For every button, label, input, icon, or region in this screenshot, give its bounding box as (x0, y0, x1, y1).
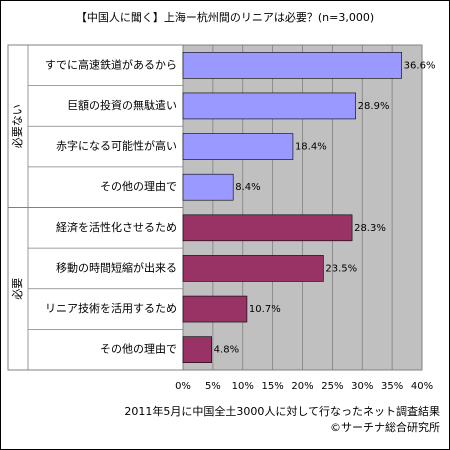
x-tick-label: 20% (291, 381, 313, 392)
value-label: 10.7% (249, 304, 281, 315)
group-label: 必要 (11, 278, 24, 300)
bar (182, 255, 324, 282)
value-label: 18.4% (295, 142, 327, 153)
x-tick-label: 10% (232, 381, 254, 392)
category-label: すでに高速鉄道があるから (45, 57, 177, 71)
bar (182, 214, 353, 242)
x-tick-label: 25% (321, 381, 343, 392)
x-tick-label: 40% (411, 381, 433, 392)
category-label: その他の理由で (100, 179, 177, 193)
category-label: 経済を活性化させるため (56, 220, 177, 234)
bar (182, 92, 356, 120)
note: 2011年5月に中国全土3000人に対して行なったネット調査結果 (124, 404, 440, 418)
x-tick-label: 15% (262, 381, 284, 392)
x-tick-label: 35% (381, 381, 403, 392)
chart-title: 【中国人に聞く】上海ー杭州間のリニアは必要？(n=3,000) (76, 10, 374, 24)
value-label: 28.3% (354, 223, 386, 234)
bar (182, 52, 402, 79)
category-label: その他の理由で (100, 342, 177, 356)
x-tick-label: 5% (205, 381, 221, 392)
x-tick-label: 0% (175, 381, 191, 392)
bar (182, 133, 294, 160)
bar (182, 295, 248, 323)
bar (182, 173, 234, 201)
bar (182, 336, 212, 363)
category-label: 移動の時間短縮が出来る (56, 260, 177, 274)
value-label: 8.4% (235, 182, 260, 193)
value-label: 23.5% (325, 263, 357, 274)
value-label: 36.6% (404, 60, 436, 71)
x-tick-label: 30% (351, 381, 373, 392)
category-label: 赤字になる可能性が高い (56, 139, 177, 153)
value-label: 4.8% (214, 345, 239, 356)
value-label: 28.9% (358, 101, 390, 112)
category-label: リニア技術を活用するため (45, 302, 177, 315)
note: ©サーチナ総合研究所 (330, 420, 440, 434)
category-label: 巨額の投資の無駄遣い (67, 98, 177, 112)
group-label: 必要ない (11, 104, 24, 148)
